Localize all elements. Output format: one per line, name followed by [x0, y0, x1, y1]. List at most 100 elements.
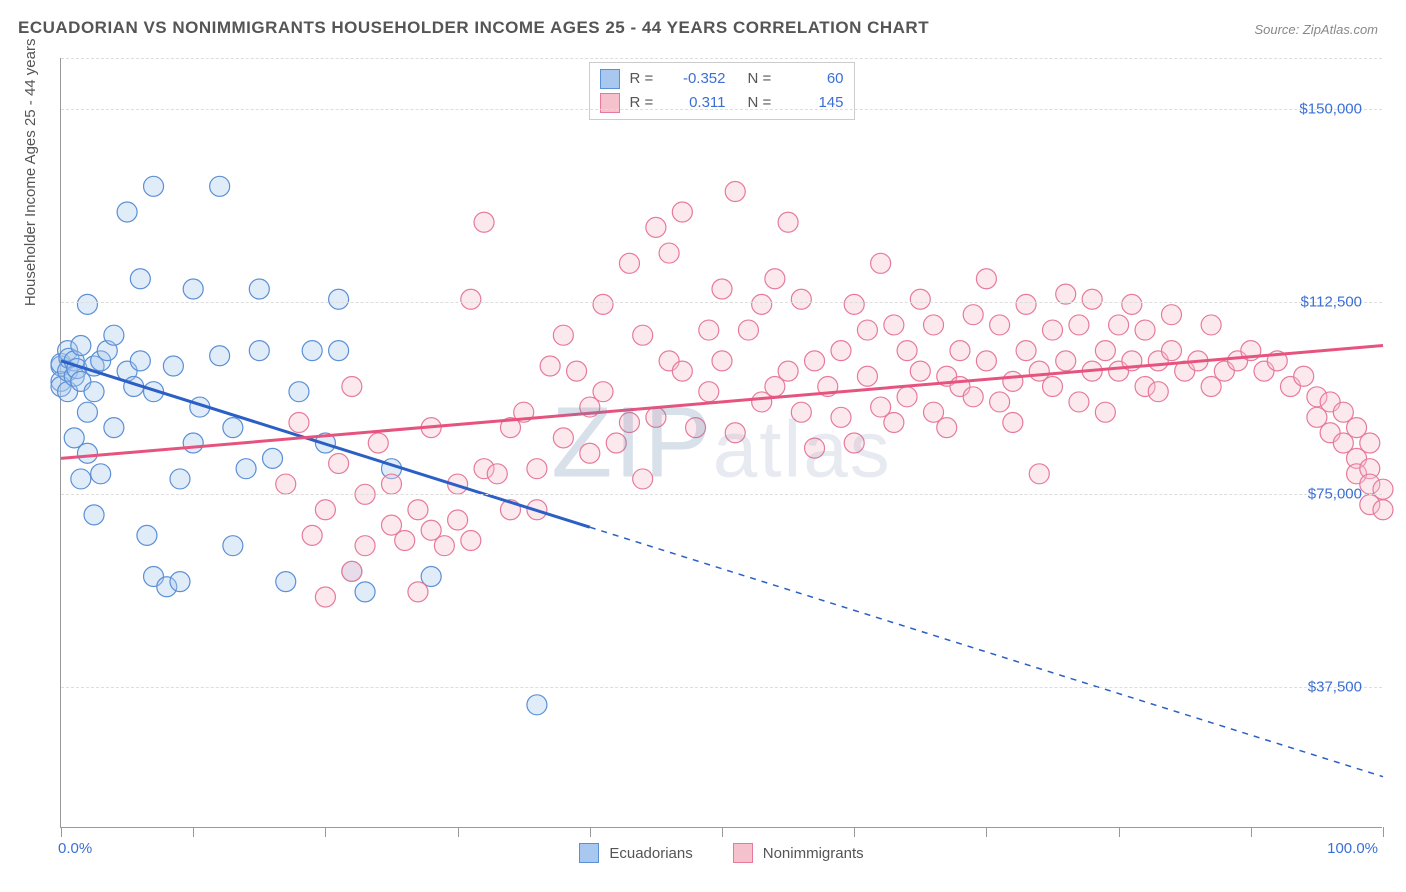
gridline	[61, 494, 1382, 495]
data-point	[302, 341, 322, 361]
gridline	[61, 58, 1382, 59]
data-point	[1069, 392, 1089, 412]
data-point	[699, 382, 719, 402]
n-value: 60	[788, 67, 844, 91]
n-value: 145	[788, 91, 844, 115]
data-point	[937, 418, 957, 438]
data-point	[1360, 433, 1380, 453]
data-point	[646, 217, 666, 237]
data-point	[567, 361, 587, 381]
data-point	[1003, 371, 1023, 391]
data-point	[342, 561, 362, 581]
x-tick	[61, 827, 62, 837]
data-point	[163, 356, 183, 376]
data-point	[329, 289, 349, 309]
data-point	[738, 320, 758, 340]
legend-item: Ecuadorians	[579, 843, 692, 863]
data-point	[1373, 479, 1393, 499]
data-point	[276, 572, 296, 592]
data-point	[1201, 315, 1221, 335]
data-point	[249, 341, 269, 361]
x-tick	[1383, 827, 1384, 837]
data-point	[553, 325, 573, 345]
x-tick	[854, 827, 855, 837]
data-point	[871, 253, 891, 273]
data-point	[976, 351, 996, 371]
data-point	[1029, 464, 1049, 484]
x-axis-min-label: 0.0%	[58, 840, 92, 857]
data-point	[752, 294, 772, 314]
legend-label: Nonimmigrants	[763, 845, 864, 862]
y-axis-title: Householder Income Ages 25 - 44 years	[22, 39, 39, 307]
data-point	[434, 536, 454, 556]
chart-title: ECUADORIAN VS NONIMMIGRANTS HOUSEHOLDER …	[18, 18, 929, 38]
data-point	[329, 454, 349, 474]
data-point	[71, 469, 91, 489]
data-point	[553, 428, 573, 448]
data-point	[289, 412, 309, 432]
data-point	[884, 412, 904, 432]
data-point	[130, 351, 150, 371]
data-point	[342, 377, 362, 397]
data-point	[686, 418, 706, 438]
data-point	[593, 294, 613, 314]
data-point	[990, 315, 1010, 335]
legend-series: Ecuadorians Nonimmigrants	[61, 843, 1382, 863]
data-point	[77, 402, 97, 422]
data-point	[130, 269, 150, 289]
x-tick	[458, 827, 459, 837]
data-point	[527, 459, 547, 479]
data-point	[857, 366, 877, 386]
source-label: Source: ZipAtlas.com	[1254, 22, 1378, 37]
gridline	[61, 687, 1382, 688]
data-point	[382, 474, 402, 494]
data-point	[1069, 315, 1089, 335]
legend-item: Nonimmigrants	[733, 843, 864, 863]
legend-label: Ecuadorians	[609, 845, 692, 862]
data-point	[236, 459, 256, 479]
data-point	[659, 243, 679, 263]
data-point	[461, 289, 481, 309]
x-tick	[1119, 827, 1120, 837]
data-point	[791, 402, 811, 422]
data-point	[540, 356, 560, 376]
data-point	[71, 335, 91, 355]
data-point	[329, 341, 349, 361]
data-point	[580, 443, 600, 463]
data-point	[368, 433, 388, 453]
data-point	[765, 269, 785, 289]
data-point	[91, 464, 111, 484]
data-point	[910, 361, 930, 381]
data-point	[84, 382, 104, 402]
data-point	[712, 351, 732, 371]
data-point	[223, 536, 243, 556]
data-point	[117, 202, 137, 222]
data-point	[712, 279, 732, 299]
data-point	[302, 525, 322, 545]
data-point	[990, 392, 1010, 412]
data-point	[1016, 294, 1036, 314]
chart-container: ECUADORIAN VS NONIMMIGRANTS HOUSEHOLDER …	[0, 0, 1406, 892]
data-point	[672, 202, 692, 222]
data-point	[1016, 341, 1036, 361]
data-point	[805, 438, 825, 458]
data-point	[619, 253, 639, 273]
data-point	[699, 320, 719, 340]
data-point	[527, 695, 547, 715]
data-point	[355, 536, 375, 556]
plot-area: ZIPatlas R =-0.352N =60R =0.311N =145 Ec…	[60, 58, 1382, 828]
data-point	[950, 341, 970, 361]
data-point	[778, 212, 798, 232]
data-point	[1095, 402, 1115, 422]
data-point	[77, 443, 97, 463]
data-point	[884, 315, 904, 335]
data-point	[1373, 500, 1393, 520]
n-label: N =	[748, 67, 778, 91]
data-point	[1109, 315, 1129, 335]
correlation-row: R =0.311N =145	[600, 91, 844, 115]
data-point	[395, 531, 415, 551]
y-tick-label: $37,500	[1308, 678, 1362, 695]
data-point	[461, 531, 481, 551]
r-value: 0.311	[670, 91, 726, 115]
data-point	[963, 305, 983, 325]
